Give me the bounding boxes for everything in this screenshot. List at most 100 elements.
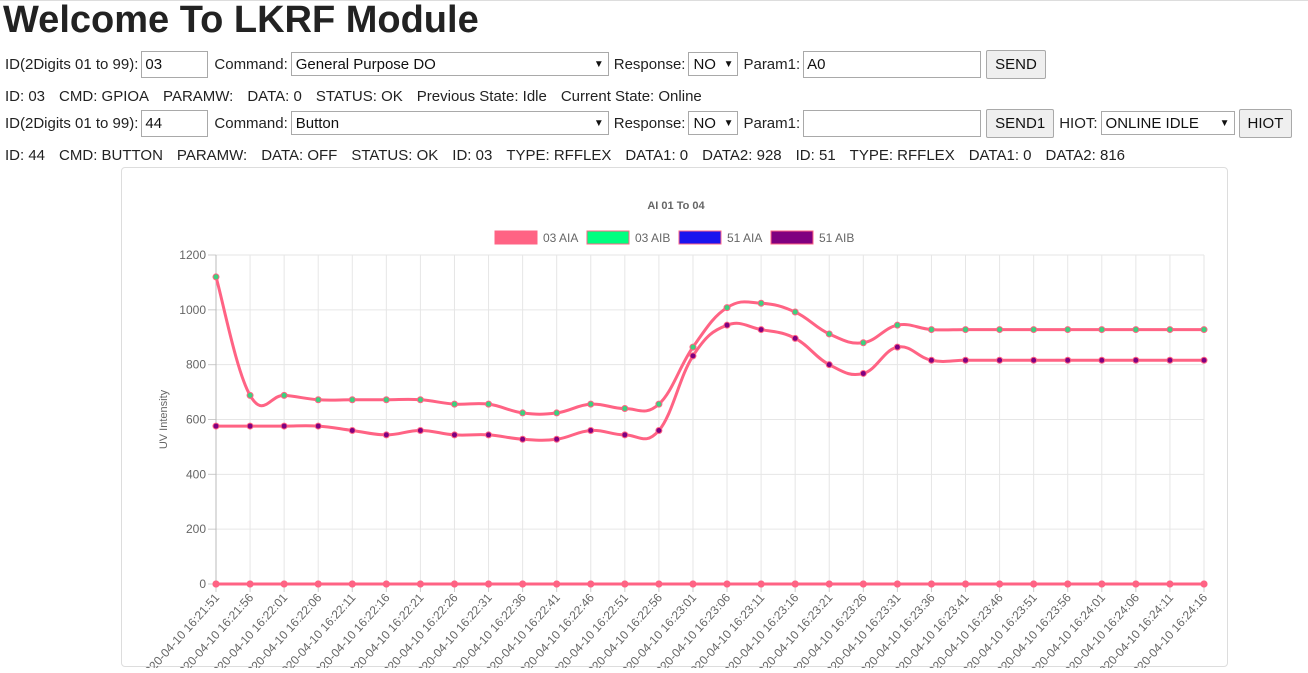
data-point: [723, 580, 731, 588]
line-chart: AI 01 To 04 03 AIA 03 AIB 51 AIA 51 AIB 0 200 4…: [137, 200, 1210, 673]
y-tick-label: 1200: [179, 248, 206, 262]
data-point: [859, 339, 867, 347]
data-point: [450, 400, 458, 408]
data-point: [825, 361, 833, 369]
data-point: [314, 580, 322, 588]
param1-input[interactable]: [803, 109, 982, 137]
data-point: [1030, 580, 1038, 588]
data-point: [996, 326, 1004, 334]
data-point: [996, 580, 1004, 588]
data-point: [757, 299, 765, 307]
data-point: [791, 580, 799, 588]
data-point: [1132, 356, 1140, 364]
data-point: [382, 431, 390, 439]
legend-label: 03 AIB: [635, 231, 670, 245]
status-item: TYPE: RFFLEX: [849, 146, 955, 164]
send-button[interactable]: SEND: [986, 49, 1046, 79]
legend-label: 51 AIB: [819, 231, 854, 245]
y-tick-label: 1000: [179, 303, 206, 317]
data-point: [314, 396, 322, 404]
status-item: TYPE: RFFLEX: [506, 146, 612, 164]
data-point: [1132, 580, 1140, 588]
status-line-1: ID: 03 CMD: GPIOA PARAMW: DATA: 0 STATUS: OK…: [5, 86, 716, 106]
data-point: [485, 580, 493, 588]
data-point: [450, 580, 458, 588]
status-item: DATA: 0: [247, 87, 302, 105]
id-input[interactable]: [141, 109, 209, 137]
data-point: [1166, 326, 1174, 334]
data-point: [996, 356, 1004, 364]
page-title: Welcome To LKRF Module: [3, 0, 479, 41]
data-point: [314, 422, 322, 430]
data-point: [621, 431, 629, 439]
data-point: [689, 343, 697, 351]
data-point: [1030, 326, 1038, 334]
data-point: [1132, 326, 1140, 334]
response-select-value: NO: [693, 55, 716, 73]
data-point: [450, 431, 458, 439]
data-point: [519, 409, 527, 417]
chevron-down-icon: ▼: [593, 117, 604, 129]
param1-input[interactable]: [803, 50, 982, 78]
data-point: [212, 422, 220, 430]
y-tick-label: 200: [186, 522, 206, 536]
response-select[interactable]: NO ▼: [688, 111, 739, 135]
status-item: ID: 44: [5, 146, 46, 164]
data-point: [553, 409, 561, 417]
data-point: [348, 396, 356, 404]
command-select[interactable]: General Purpose DO ▼: [290, 52, 609, 76]
data-point: [1064, 326, 1072, 334]
data-point: [859, 369, 867, 377]
status-item: ID: 51: [795, 146, 836, 164]
status-item: DATA2: 928: [702, 146, 782, 164]
y-tick-label: 0: [199, 577, 206, 591]
data-point: [348, 426, 356, 434]
status-item: Previous State: Idle: [416, 87, 547, 105]
response-label: Response:: [613, 55, 686, 73]
chevron-down-icon: ▼: [723, 58, 734, 70]
send1-button[interactable]: SEND1: [986, 108, 1055, 138]
data-point: [246, 422, 254, 430]
data-point: [1030, 356, 1038, 364]
hiot-select[interactable]: ONLINE IDLE ▼: [1100, 111, 1235, 135]
data-point: [791, 308, 799, 316]
data-point: [689, 580, 697, 588]
data-point: [382, 580, 390, 588]
chart-card: AI 01 To 04 03 AIA 03 AIB 51 AIA 51 AIB 0 200 4…: [121, 167, 1228, 673]
data-point: [280, 391, 288, 399]
chevron-down-icon: ▼: [723, 117, 734, 129]
id-label: ID(2Digits 01 to 99):: [5, 114, 139, 132]
command-select-value: Button: [295, 114, 340, 132]
status-line-2: ID: 44 CMD: BUTTON PARAMW: DATA: OFF STATUS:…: [5, 145, 1139, 165]
legend-label: 03 AIA: [543, 231, 578, 245]
id-input[interactable]: [141, 50, 209, 78]
hiot-button[interactable]: HIOT: [1238, 108, 1293, 138]
y-axis-label: UV Intensity: [158, 389, 170, 449]
data-point: [280, 422, 288, 430]
id-label: ID(2Digits 01 to 99):: [5, 55, 139, 73]
data-point: [348, 580, 356, 588]
command-label: Command:: [214, 114, 288, 132]
data-point: [1098, 326, 1106, 334]
data-point: [382, 396, 390, 404]
command-form-2: ID(2Digits 01 to 99): Command: Button ▼ …: [5, 108, 1293, 138]
data-point: [757, 580, 765, 588]
data-point: [927, 580, 935, 588]
data-point: [1064, 580, 1072, 588]
data-point: [1098, 356, 1106, 364]
data-point: [927, 356, 935, 364]
response-select[interactable]: NO ▼: [688, 52, 739, 76]
data-point: [553, 580, 561, 588]
command-select[interactable]: Button ▼: [290, 111, 609, 135]
data-point: [621, 580, 629, 588]
data-point: [893, 343, 901, 351]
series-line: [216, 321, 1204, 442]
command-form-1: ID(2Digits 01 to 99): Command: General P…: [5, 49, 1046, 79]
data-point: [246, 391, 254, 399]
data-point: [1166, 356, 1174, 364]
status-item: ID: 03: [452, 146, 493, 164]
data-point: [553, 435, 561, 443]
data-point: [212, 580, 220, 588]
data-point: [791, 334, 799, 342]
data-point: [212, 273, 220, 281]
